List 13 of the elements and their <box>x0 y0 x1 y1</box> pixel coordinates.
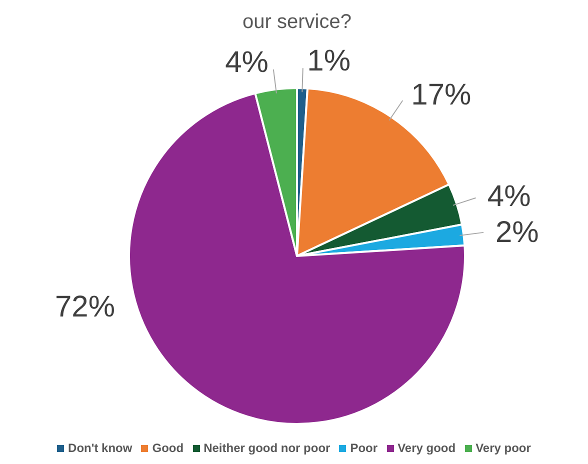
data-label: 17% <box>411 78 472 112</box>
chart-title: our service? <box>242 11 352 33</box>
legend-label: Very good <box>396 441 456 455</box>
legend-label: Very poor <box>474 441 531 455</box>
data-label: 2% <box>495 216 539 249</box>
data-label: 4% <box>487 180 531 213</box>
data-label: 72% <box>54 290 115 324</box>
legend-label: Good <box>151 441 184 455</box>
legend-label: Don't know <box>67 441 132 455</box>
data-label: 1% <box>307 44 351 78</box>
data-label: 4% <box>225 46 268 80</box>
legend-label: Neither good nor poor <box>202 441 330 455</box>
legend-label: Poor <box>349 441 378 455</box>
